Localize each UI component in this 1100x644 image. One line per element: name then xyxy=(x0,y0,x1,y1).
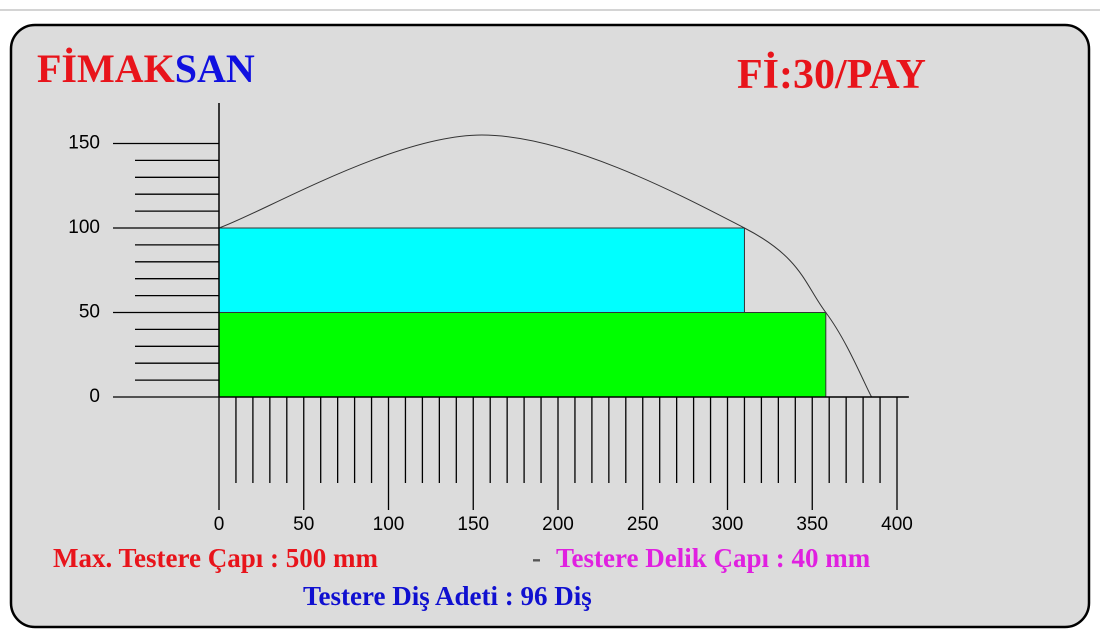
x-tick-label: 150 xyxy=(457,514,489,535)
capacity-block xyxy=(218,312,827,398)
brand-red: FİMAK xyxy=(37,46,175,91)
brand: FİMAKSAN xyxy=(37,46,255,91)
y-tick-label: 150 xyxy=(68,133,100,154)
bore: Testere Delik Çapı : 40 mm xyxy=(556,543,871,573)
blade-arc xyxy=(218,134,873,398)
max-diameter: Max. Testere Çapı : 500 mm xyxy=(53,543,378,573)
x-tick-label: 0 xyxy=(214,514,225,535)
y-tick-label: 100 xyxy=(68,217,100,238)
capacity-block xyxy=(218,227,745,313)
separator: - xyxy=(532,543,541,573)
y-tick-label: 0 xyxy=(89,386,100,407)
x-tick-label: 250 xyxy=(627,514,659,535)
brand-blue: SAN xyxy=(175,46,255,91)
x-tick-label: 50 xyxy=(293,514,314,535)
plot: 0 50 100 150 0 50 100 150 200 250 300 350 400 xyxy=(68,102,913,535)
x-tick-label: 300 xyxy=(712,514,744,535)
y-tick-label: 50 xyxy=(79,302,100,323)
teeth: Testere Diş Adeti : 96 Diş xyxy=(303,581,592,611)
x-tick-label: 200 xyxy=(542,514,574,535)
x-tick-label: 350 xyxy=(796,514,828,535)
model: Fİ:30/PAY xyxy=(737,51,926,98)
x-tick-label: 400 xyxy=(881,514,913,535)
x-tick-label: 100 xyxy=(373,514,405,535)
